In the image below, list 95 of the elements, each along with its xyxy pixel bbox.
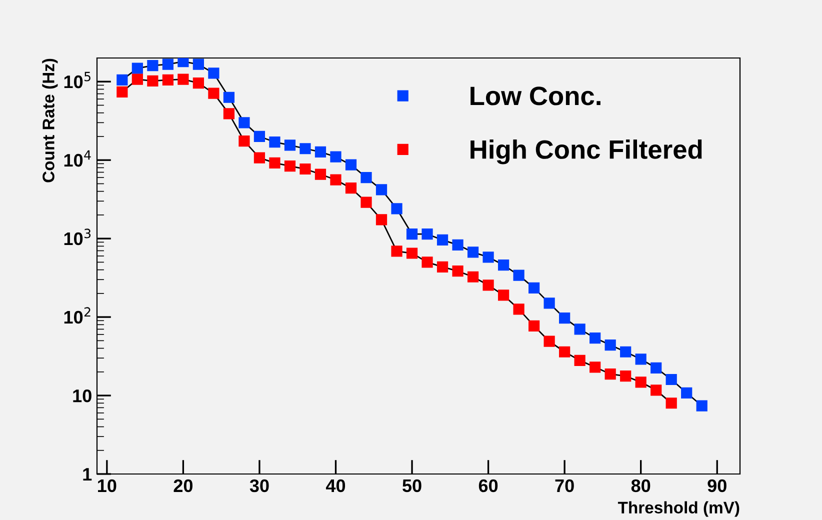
point <box>482 252 494 263</box>
point <box>635 376 646 388</box>
point <box>269 157 280 168</box>
point <box>666 398 677 409</box>
y-tick-label: 10$^{5}$ <box>64 72 90 88</box>
x-tick-label: 70 <box>555 479 574 492</box>
y-tick-label: 10$^{3}$ <box>64 228 91 246</box>
point <box>238 117 250 128</box>
point <box>406 228 418 240</box>
x-axis-title: Threshold (mV) <box>618 501 740 517</box>
point <box>620 346 632 358</box>
point <box>254 130 266 142</box>
y-axis-title: Count Rate (Hz) <box>42 58 58 182</box>
point <box>452 239 464 250</box>
point <box>284 140 296 151</box>
point <box>192 58 204 70</box>
point <box>314 168 326 180</box>
point <box>162 74 174 86</box>
y-tick-label: 1 <box>83 468 92 481</box>
point <box>436 261 448 272</box>
point <box>574 354 586 366</box>
y-tick-label: 10$^{2}$ <box>64 307 90 324</box>
point <box>422 256 433 268</box>
point <box>666 374 677 386</box>
point <box>391 246 402 257</box>
point <box>314 146 326 158</box>
legend-label: High Conc Filtered <box>470 140 702 164</box>
legend-label: Low Conc. <box>470 86 600 106</box>
point <box>452 266 464 277</box>
point <box>238 135 250 147</box>
point <box>178 58 189 68</box>
point <box>635 354 646 365</box>
point <box>116 74 128 86</box>
point <box>178 74 189 85</box>
point <box>192 77 204 89</box>
point <box>696 400 708 412</box>
point <box>650 384 662 396</box>
point <box>300 143 311 154</box>
point <box>467 271 479 282</box>
point <box>391 203 402 214</box>
point <box>528 282 540 294</box>
x-tick-label: 90 <box>708 479 726 492</box>
point <box>498 259 510 271</box>
point <box>116 86 128 98</box>
point <box>590 362 601 373</box>
point <box>620 370 632 382</box>
point <box>345 159 357 170</box>
y-tick-label: 10$^{4}$ <box>64 150 91 167</box>
point <box>544 298 555 309</box>
point <box>559 346 570 358</box>
point <box>513 304 524 315</box>
x-tick-label: 10 <box>98 479 116 492</box>
x-tick-label: 60 <box>478 479 498 492</box>
point <box>360 196 372 208</box>
x-tick-label: 30 <box>250 479 269 492</box>
point <box>376 184 388 196</box>
point <box>604 339 616 351</box>
point <box>269 136 280 148</box>
point <box>513 270 524 281</box>
point <box>223 108 235 120</box>
point <box>162 58 174 70</box>
point <box>681 387 692 398</box>
point <box>284 160 296 172</box>
y-tick-label: 10 <box>73 389 92 402</box>
point <box>376 214 388 226</box>
x-tick-label: 80 <box>631 479 650 492</box>
point <box>436 234 448 246</box>
point <box>208 88 220 99</box>
x-tick-label: 50 <box>402 479 422 492</box>
point <box>544 336 555 347</box>
point <box>467 246 479 258</box>
point <box>132 62 143 74</box>
point <box>650 362 662 374</box>
point <box>528 320 540 332</box>
x-tick-label: 20 <box>174 479 192 492</box>
point <box>422 228 433 240</box>
x-tick-label: 40 <box>326 479 346 492</box>
point <box>254 152 266 164</box>
point <box>208 68 220 79</box>
point <box>223 92 235 103</box>
point <box>574 324 586 335</box>
point <box>330 174 342 186</box>
point <box>406 248 418 259</box>
point <box>482 280 494 291</box>
point <box>590 332 601 344</box>
point <box>132 74 143 85</box>
point <box>300 163 311 175</box>
point <box>147 75 158 87</box>
point <box>360 172 372 184</box>
point <box>559 312 570 324</box>
point <box>147 60 158 72</box>
point <box>345 182 357 194</box>
point <box>330 151 342 162</box>
point <box>604 368 616 380</box>
point <box>498 290 510 301</box>
